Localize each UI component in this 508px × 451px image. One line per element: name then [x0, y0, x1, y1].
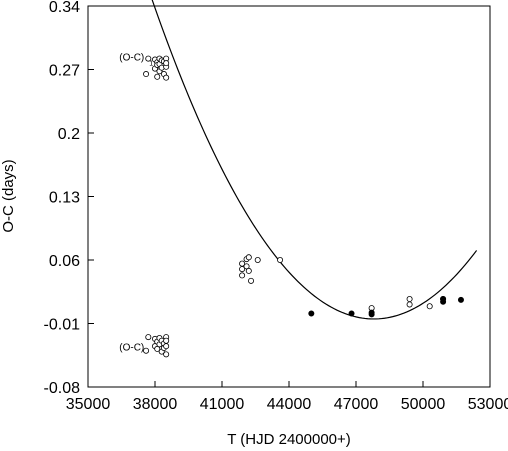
open-data-point — [163, 351, 170, 358]
y-tick-label: -0.01 — [44, 317, 81, 334]
open-data-point — [248, 277, 255, 284]
series-annotation: (O-C) — [119, 343, 144, 354]
filled-data-point — [348, 310, 355, 317]
filled-data-point — [368, 311, 375, 318]
open-data-point — [154, 73, 161, 80]
open-data-point — [143, 71, 150, 78]
open-data-point — [163, 60, 170, 67]
annotations-layer: (O-C) 1 (O-C) — [119, 52, 153, 353]
y-tick-label: 0.06 — [49, 253, 80, 270]
open-data-point — [163, 343, 170, 350]
open-data-point — [245, 267, 252, 274]
data-points-layer — [143, 55, 464, 358]
open-data-point — [239, 272, 246, 279]
y-axis-title: O-C (days) — [0, 159, 17, 232]
open-data-point — [245, 254, 252, 261]
filled-data-point — [440, 296, 447, 303]
x-tick-label: 44000 — [267, 396, 312, 413]
y-tick-label: 0.2 — [58, 126, 80, 143]
open-data-point — [163, 74, 170, 81]
open-data-point — [143, 347, 150, 354]
y-tick-label: -0.08 — [44, 380, 81, 397]
open-data-point — [145, 55, 152, 62]
open-data-point — [145, 334, 152, 341]
fit-curve-layer — [151, 0, 478, 320]
filled-data-point — [308, 310, 315, 317]
open-data-point — [239, 266, 246, 273]
open-data-point — [254, 256, 261, 263]
x-axis-title: T (HJD 2400000+) — [227, 431, 351, 448]
axis-ticks: 35000 38000 41000 44000 47000 50000 53000 -0.08… — [44, 0, 508, 413]
series-annotation: (O-C) — [119, 52, 144, 63]
x-tick-label: 47000 — [334, 396, 379, 413]
open-data-point — [406, 301, 413, 308]
fit-curve — [151, 0, 478, 320]
y-tick-label: 0.34 — [49, 0, 80, 16]
x-tick-label: 50000 — [401, 396, 446, 413]
open-data-point — [426, 303, 433, 310]
series-annotation-subscript: 1 — [149, 60, 153, 67]
x-tick-label: 38000 — [133, 396, 178, 413]
x-tick-label: 53000 — [468, 396, 508, 413]
open-data-point — [277, 256, 284, 263]
y-tick-label: 0.13 — [49, 190, 80, 207]
y-tick-label: 0.27 — [49, 63, 80, 80]
open-data-point — [406, 296, 413, 303]
x-tick-label: 35000 — [66, 396, 111, 413]
x-tick-label: 41000 — [200, 396, 245, 413]
open-data-point — [163, 337, 170, 344]
filled-data-point — [457, 296, 464, 303]
